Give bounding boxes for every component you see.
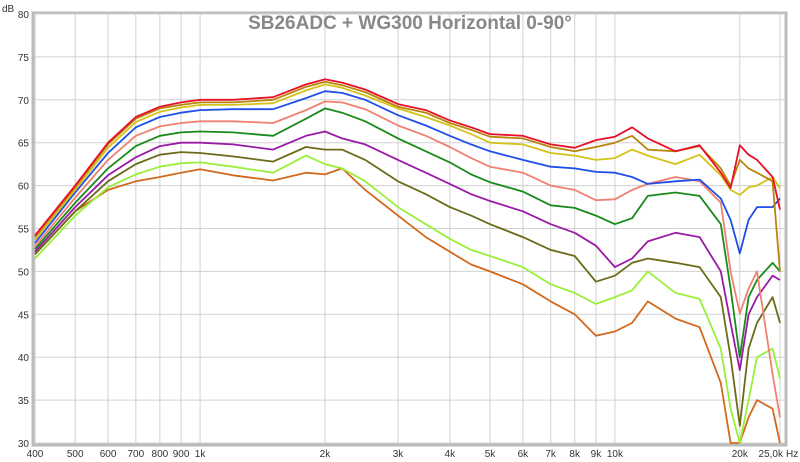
x-tick-label: 3k — [393, 449, 405, 460]
x-tick-label: 2k — [320, 449, 332, 460]
series-line-5 — [34, 107, 781, 359]
x-tick-label: 6k — [518, 449, 530, 460]
series-line-6 — [34, 130, 781, 372]
y-axis: 30 35 40 45 50 55 60 65 70 75 80 — [18, 10, 30, 450]
x-tick-label: 900 — [173, 449, 190, 460]
x-tick-label: 10k — [607, 449, 624, 460]
grid — [34, 13, 785, 444]
x-axis-label: Hz — [786, 449, 798, 460]
x-tick-label: 800 — [152, 449, 169, 460]
series-line-4 — [34, 100, 781, 418]
series-line-8 — [34, 154, 781, 444]
y-tick-label: 35 — [18, 396, 30, 407]
y-tick-label: 50 — [18, 267, 30, 278]
chart-title: SB26ADC + WG300 Horizontal 0-90° — [248, 13, 572, 34]
y-tick-label: 40 — [18, 353, 30, 364]
y-tick-label: 30 — [18, 439, 30, 450]
x-tick-label: 500 — [67, 449, 84, 460]
series-line-3 — [34, 90, 781, 255]
y-tick-label: 55 — [18, 225, 30, 236]
y-tick-label: 80 — [18, 10, 30, 21]
x-tick-label: 1k — [195, 449, 207, 460]
x-tick-label: 700 — [127, 449, 144, 460]
y-tick-label: 65 — [18, 139, 30, 150]
x-tick-label: 600 — [100, 449, 117, 460]
y-tick-label: 60 — [18, 182, 30, 193]
series-line-1 — [34, 80, 781, 272]
y-axis-label: dB — [2, 4, 15, 15]
series-lines — [34, 78, 781, 444]
series-line-7 — [34, 146, 781, 427]
x-tick-label: 5k — [485, 449, 497, 460]
series-line-0 — [34, 78, 781, 236]
x-tick-label: 8k — [569, 449, 581, 460]
x-tick-label: 4k — [445, 449, 457, 460]
x-tick-label: 25,0k — [759, 449, 784, 460]
y-tick-label: 45 — [18, 310, 30, 321]
x-tick-label: 400 — [27, 449, 44, 460]
series-line-2 — [34, 83, 781, 241]
x-axis: 400 500 600 700 800 900 1k 2k 3k 4k 5k 6k 7k 8k 9k 10k 2… — [27, 449, 784, 460]
x-tick-label: 9k — [591, 449, 603, 460]
x-tick-label: 7k — [545, 449, 557, 460]
y-tick-label: 75 — [18, 53, 30, 64]
series-line-9 — [34, 167, 781, 444]
y-tick-label: 70 — [18, 96, 30, 107]
x-tick-label: 20k — [732, 449, 749, 460]
